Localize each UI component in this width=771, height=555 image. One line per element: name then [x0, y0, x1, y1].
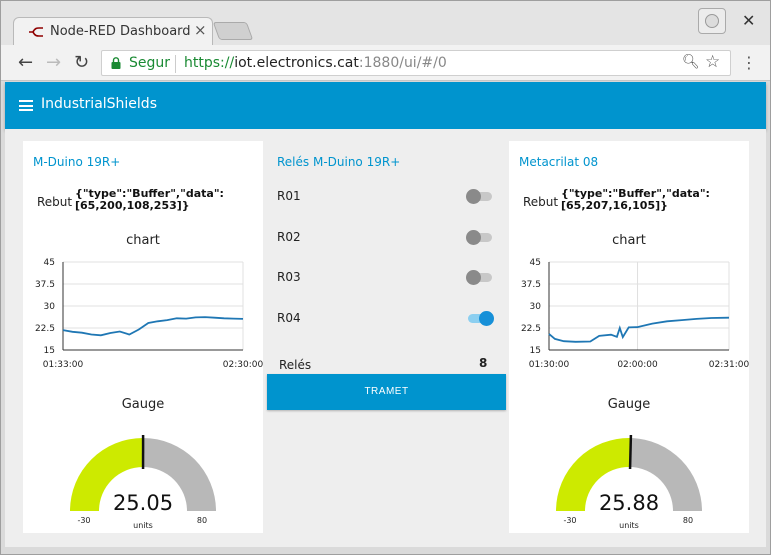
y-tick-label: 30 — [44, 302, 56, 312]
y-tick-label: 30 — [530, 302, 542, 312]
relay-row-r01: R01 — [267, 181, 507, 211]
rebut-label: Rebut — [523, 195, 559, 209]
gauge-track — [630, 438, 702, 511]
line-chart: 45 37.5 30 22.5 15 01:33:00 02:30:00 — [35, 258, 263, 370]
gauge-title: Gauge — [121, 397, 165, 412]
y-tick-label: 37.5 — [521, 280, 541, 290]
series-line — [548, 316, 730, 343]
reles-value: 8 — [479, 356, 488, 370]
card-title: Metacrilat 08 — [519, 155, 599, 169]
secure-label: Segur — [129, 55, 171, 71]
relay-label: R03 — [277, 270, 301, 284]
back-icon[interactable]: ← — [18, 52, 34, 73]
new-tab-button[interactable] — [212, 22, 254, 40]
address-bar[interactable]: Segur https://iot.electronics.cat:1880/u… — [101, 50, 731, 76]
gauge-needle — [628, 434, 633, 470]
rebut-value: {"type":"Buffer","data":[65,200,108,253]… — [75, 187, 224, 212]
relay-row-r04: R04 — [267, 303, 507, 333]
y-tick-label: 15 — [44, 346, 55, 356]
x-tick-label: 02:31:00 — [709, 360, 749, 370]
title-bar: Node-RED Dashboard × ✕ — [1, 1, 770, 46]
reload-icon[interactable]: ↻ — [74, 52, 90, 73]
relay-label: R04 — [277, 311, 301, 325]
divider — [175, 55, 176, 73]
forward-icon[interactable]: → — [46, 52, 62, 73]
gauge-min: -30 — [563, 516, 576, 525]
hamburger-menu-icon[interactable] — [19, 100, 33, 111]
card-reles: Relés M-Duino 19R+ R01 R02 R03 R04 Relés… — [267, 141, 507, 533]
reles-label: Relés — [279, 358, 312, 372]
gauge-min: -30 — [77, 516, 90, 525]
card-m-duino: M-Duino 19R+ Rebut {"type":"Buffer","dat… — [23, 141, 263, 533]
dashboard-content: M-Duino 19R+ Rebut {"type":"Buffer","dat… — [5, 129, 766, 547]
relay-label: R02 — [277, 230, 301, 244]
y-tick-label: 22.5 — [35, 324, 55, 334]
series-line — [62, 316, 244, 337]
gauge: 25.88 units -30 80 — [556, 434, 702, 530]
gauge-value: 25.88 — [599, 491, 659, 515]
y-tick-label: 15 — [530, 346, 541, 356]
gauge-title: Gauge — [607, 397, 651, 412]
relay-row-r02: R02 — [267, 222, 507, 252]
dashboard-app-bar: IndustrialShields — [5, 82, 766, 129]
star-icon[interactable]: ☆ — [705, 52, 721, 72]
lock-icon — [111, 57, 121, 69]
gauge-value: 25.05 — [113, 491, 173, 515]
card-title: Relés M-Duino 19R+ — [277, 155, 401, 169]
y-tick-label: 45 — [44, 258, 55, 268]
relay-row-r03: R03 — [267, 262, 507, 292]
gauge-max: 80 — [197, 516, 207, 525]
gauge-track — [143, 438, 216, 511]
tramet-button[interactable]: TRAMET — [267, 374, 506, 410]
gauge-units: units — [619, 521, 639, 530]
relay-toggle-r02[interactable] — [466, 230, 494, 245]
tab-title: Node-RED Dashboard — [50, 24, 190, 39]
relay-toggle-r01[interactable] — [466, 189, 494, 204]
y-tick-label: 22.5 — [521, 324, 541, 334]
node-red-icon — [29, 27, 43, 37]
zoom-icon[interactable]: 🔍︎ — [682, 54, 700, 70]
url-text: https://iot.electronics.cat:1880/ui/#/0 — [184, 55, 447, 71]
line-chart: 45 37.5 30 22.5 15 01:30:00 02:00:00 02:31:00 — [521, 258, 749, 370]
menu-icon[interactable]: ⋮ — [741, 53, 757, 72]
relay-label: R01 — [277, 189, 301, 203]
tab-close-icon[interactable]: × — [194, 21, 207, 39]
gauge: 25.05 units -30 80 — [70, 434, 216, 530]
gauge-fill — [70, 438, 144, 511]
relay-toggle-r04[interactable] — [466, 311, 494, 326]
chart-title: chart — [612, 233, 646, 248]
card-title: M-Duino 19R+ — [33, 155, 121, 169]
browser-tab[interactable]: Node-RED Dashboard × — [13, 17, 213, 46]
gauge-max: 80 — [683, 516, 693, 525]
gauge-units: units — [133, 521, 153, 530]
rebut-value: {"type":"Buffer","data":[65,207,16,105]} — [561, 187, 710, 212]
x-tick-label: 02:00:00 — [617, 360, 658, 370]
browser-toolbar: ← → ↻ Segur https://iot.electronics.cat:… — [1, 45, 770, 81]
card-metacrilat: Metacrilat 08 Rebut {"type":"Buffer","da… — [509, 141, 749, 533]
relay-toggle-r03[interactable] — [466, 270, 494, 285]
x-tick-label: 01:30:00 — [529, 360, 570, 370]
x-tick-label: 01:33:00 — [43, 360, 84, 370]
y-tick-label: 37.5 — [35, 280, 55, 290]
x-tick-label: 02:30:00 — [223, 360, 263, 370]
rebut-label: Rebut — [37, 195, 73, 209]
chart-title: chart — [126, 233, 160, 248]
y-tick-label: 45 — [530, 258, 541, 268]
gauge-fill — [556, 438, 631, 511]
close-icon[interactable]: ✕ — [742, 11, 756, 30]
app-title: IndustrialShields — [41, 96, 157, 112]
profile-icon[interactable] — [698, 8, 726, 34]
